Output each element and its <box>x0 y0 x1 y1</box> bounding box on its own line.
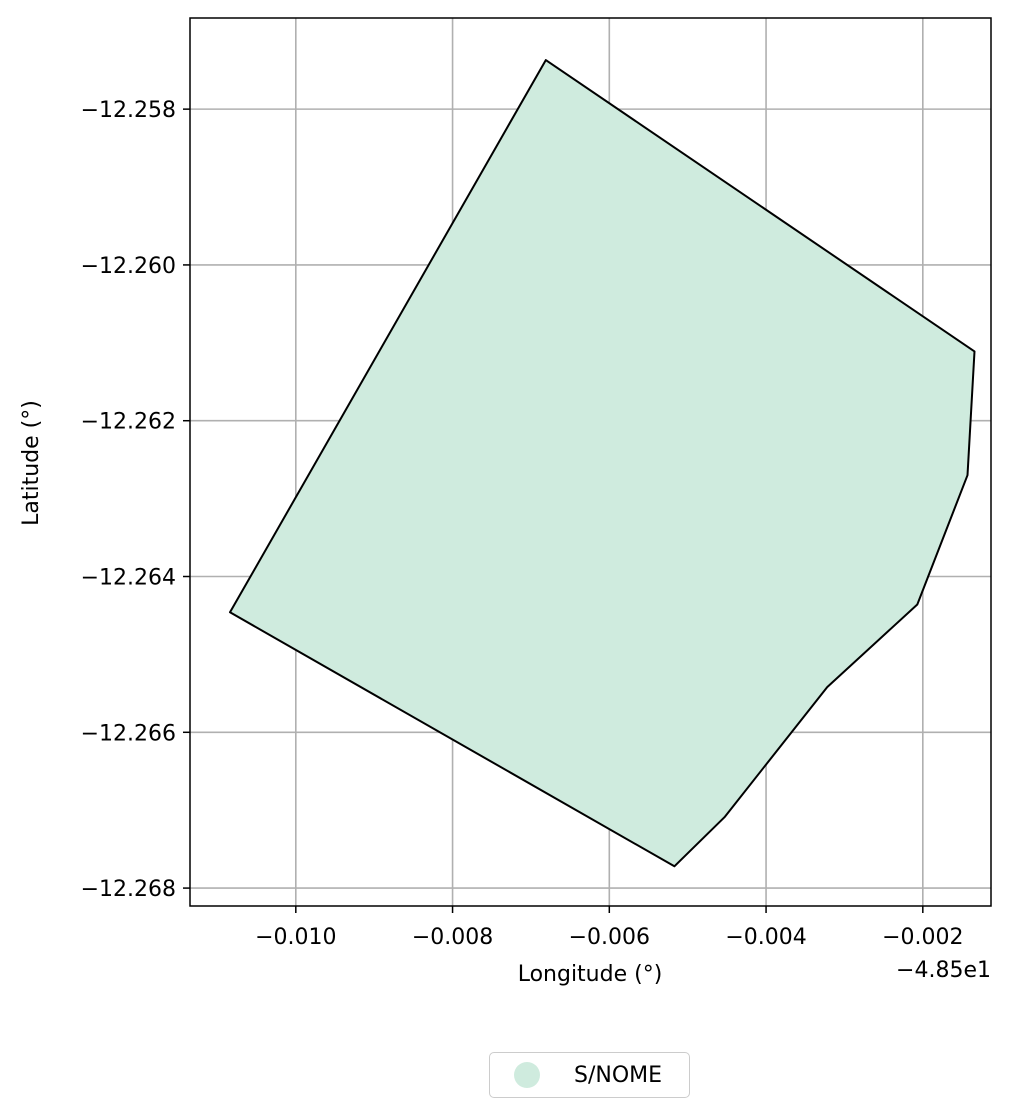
y-tick-label: −12.258 <box>81 98 176 123</box>
y-tick-label: −12.264 <box>81 566 176 591</box>
legend: S/NOME <box>489 1052 690 1098</box>
x-tick-label: −0.002 <box>882 925 963 950</box>
x-offset-label: −4.85e1 <box>896 958 991 983</box>
y-tick-label: −12.268 <box>81 877 176 902</box>
region-polygon <box>229 59 976 868</box>
y-axis-label: Latitude (°) <box>19 400 44 526</box>
legend-label: S/NOME <box>574 1062 663 1088</box>
x-tick-label: −0.008 <box>412 925 493 950</box>
x-ticks: −0.010 −0.008 −0.006 −0.004 −0.002 <box>255 906 964 950</box>
x-axis-label: Longitude (°) <box>518 962 663 987</box>
plot-frame <box>189 17 992 907</box>
y-tick-label: −12.262 <box>81 410 176 435</box>
x-tick-label: −0.004 <box>725 925 806 950</box>
legend-marker-icon <box>514 1062 540 1088</box>
y-tick-label: −12.260 <box>81 254 176 279</box>
y-ticks: −12.258 −12.260 −12.262 −12.264 −12.266 −12.2… <box>81 98 190 902</box>
y-tick-label: −12.266 <box>81 721 176 746</box>
x-tick-label: −0.006 <box>569 925 650 950</box>
x-tick-label: −0.010 <box>255 925 336 950</box>
